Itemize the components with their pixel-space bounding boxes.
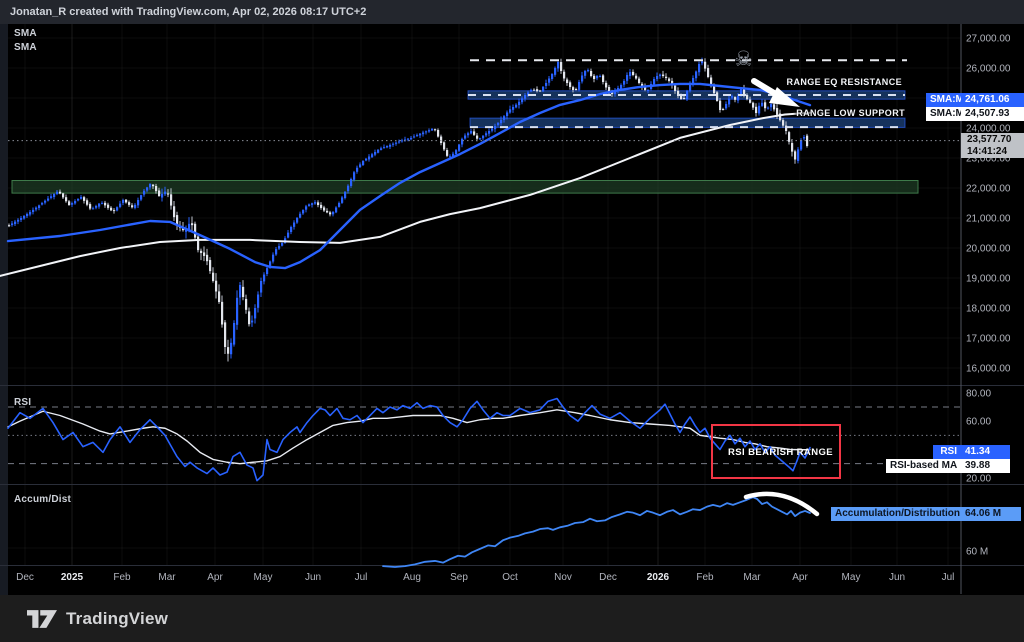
rsi-value: 41.34 — [961, 445, 1010, 459]
time-tick-year: 2026 — [646, 572, 670, 583]
sma-fast-value: 24,761.06 — [961, 93, 1024, 107]
time-axis[interactable]: Dec 2025 Feb Mar Apr May Jun Jul Aug Sep Oct Nov Dec… — [0, 566, 961, 594]
axis-tick-label: 80.00 — [966, 388, 991, 399]
sma-legend-1[interactable]: SMA — [14, 28, 37, 39]
rsi-pane — [7, 397, 961, 482]
axis-tick-label: 24,000.00 — [966, 124, 1011, 135]
last-price-countdown: 14:41:24 — [967, 146, 1008, 157]
time-tick-month: Dec — [599, 572, 617, 583]
tradingview-logo[interactable]: TradingView — [27, 608, 168, 630]
accum-dist-pane — [8, 491, 961, 568]
time-tick-month: May — [841, 572, 861, 583]
price-axis-labels[interactable]: 27,000.00 26,000.00 24,000.00 23,000.00 22,0… — [966, 34, 1011, 558]
time-tick-month: Dec — [16, 572, 34, 583]
curve-annotation[interactable] — [743, 491, 820, 517]
time-tick-month: Jul — [941, 572, 955, 583]
time-tick-month: Nov — [554, 572, 572, 583]
axis-tick-label: 20,000.00 — [966, 244, 1011, 255]
accum-pane-label[interactable]: Accum/Dist — [14, 494, 72, 505]
axis-tick-label: 22,000.00 — [966, 184, 1011, 195]
time-tick-month: Apr — [792, 572, 808, 583]
time-tick-month: Jun — [888, 572, 906, 583]
range-low-support-label[interactable]: RANGE LOW SUPPORT — [796, 108, 905, 118]
accum-value: 64.06 M — [961, 507, 1021, 521]
axis-tick-label: 60 M — [966, 547, 988, 558]
sma-slow-tag: SMA:MA — [926, 107, 971, 121]
axis-tick-label: 19,000.00 — [966, 274, 1011, 285]
time-tick-month: Feb — [696, 572, 714, 583]
sma-slow-value: 24,507.93 — [961, 107, 1024, 121]
last-price-badge: 23,577.70 14:41:24 — [961, 133, 1024, 158]
candles — [8, 57, 809, 362]
axis-tick-label: 60.00 — [966, 417, 991, 428]
arrow-annotation[interactable] — [751, 78, 800, 107]
time-tick-month: Apr — [207, 572, 223, 583]
axis-tick-label: 21,000.00 — [966, 214, 1011, 225]
rsi-ma-tag: RSI-based MA — [886, 459, 961, 473]
time-tick-month: Oct — [502, 572, 518, 583]
accum-tag: Accumulation/Distribution — [831, 507, 961, 521]
axis-tick-label: 20.00 — [966, 473, 991, 484]
time-tick-year: 2025 — [60, 572, 84, 583]
rsi-pane-label[interactable]: RSI — [14, 397, 32, 408]
axis-tick-label: 16,000.00 — [966, 364, 1011, 375]
chart-title-bar: Jonatan_R created with TradingView.com, … — [0, 0, 1024, 24]
axis-tick-label: 26,000.00 — [966, 64, 1011, 75]
time-tick-month: Sep — [450, 572, 468, 583]
rsi-tag: RSI — [933, 445, 961, 459]
time-tick-month: May — [253, 572, 273, 583]
axis-tick-label: 17,000.00 — [966, 334, 1011, 345]
last-price-value: 23,577.70 — [967, 134, 1012, 145]
axis-tick-label: 18,000.00 — [966, 304, 1011, 315]
rsi-bearish-range-box[interactable]: RSI BEARISH RANGE — [711, 424, 841, 479]
rsi-ma-value: 39.88 — [961, 459, 1010, 473]
skull-icon[interactable]: ☠ — [734, 48, 753, 71]
range-eq-resistance-label[interactable]: RANGE EQ RESISTANCE — [786, 77, 902, 87]
green-support-zone[interactable] — [11, 180, 919, 194]
tradingview-logo-text: TradingView — [66, 608, 169, 628]
time-tick-month: Jul — [354, 572, 368, 583]
time-tick-month: Mar — [158, 572, 176, 583]
left-gutter — [0, 24, 8, 595]
time-tick-month: Mar — [743, 572, 761, 583]
axis-tick-label: 23,000.00 — [966, 154, 1011, 165]
range-low-zone[interactable] — [469, 117, 906, 128]
axis-tick-label: 27,000.00 — [966, 34, 1011, 45]
time-tick-month: Feb — [113, 572, 131, 583]
time-tick-month: Aug — [403, 572, 421, 583]
sma-legend-2[interactable]: SMA — [14, 42, 37, 53]
time-tick-month: Jun — [304, 572, 322, 583]
chart-title: Jonatan_R created with TradingView.com, … — [10, 6, 367, 18]
rsi-bearish-range-label: RSI BEARISH RANGE — [728, 447, 833, 458]
footer-bar: TradingView — [0, 595, 1024, 642]
tradingview-logo-icon — [27, 609, 57, 628]
chart-layers: 27,000.00 26,000.00 24,000.00 23,000.00 22,0… — [0, 24, 1024, 594]
sma-fast-tag: SMA:MA — [926, 93, 971, 107]
